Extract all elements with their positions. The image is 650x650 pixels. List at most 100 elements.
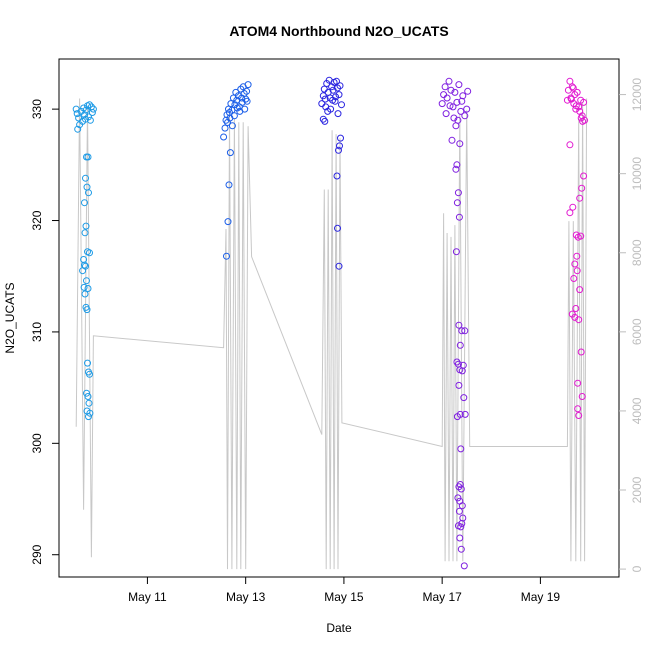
- data-point: [463, 105, 471, 113]
- data-point: [84, 393, 92, 400]
- data-point: [448, 136, 456, 144]
- data-point: [321, 95, 329, 103]
- data-point: [237, 85, 245, 93]
- data-point: [580, 172, 588, 180]
- data-point: [82, 174, 89, 182]
- data-point: [575, 316, 583, 324]
- data-point: [335, 262, 343, 270]
- data-point: [221, 124, 229, 132]
- y2-tick-label: 10000: [630, 157, 644, 191]
- y-tick-label: 310: [30, 322, 44, 342]
- data-point: [441, 83, 449, 91]
- chart-title: ATOM4 Northbound N2O_UCATS: [229, 23, 448, 39]
- data-point: [336, 142, 343, 150]
- data-point: [84, 285, 92, 292]
- data-point: [226, 149, 234, 157]
- data-point: [578, 393, 586, 400]
- data-point: [577, 232, 585, 240]
- series-5: [563, 77, 589, 419]
- data-point: [447, 86, 455, 94]
- data-point: [220, 133, 228, 141]
- data-point: [458, 520, 466, 527]
- data-point: [81, 290, 89, 298]
- y2-tick-label: 6000: [630, 318, 644, 345]
- data-point: [223, 252, 230, 260]
- data-point: [571, 260, 579, 268]
- data-point: [83, 277, 90, 285]
- data-point: [80, 104, 88, 112]
- data-point: [452, 165, 460, 173]
- data-point: [457, 107, 465, 115]
- data-point: [228, 122, 236, 130]
- data-point: [81, 229, 89, 237]
- data-point: [460, 562, 468, 570]
- data-point: [438, 100, 446, 108]
- data-point: [577, 114, 585, 122]
- data-point: [567, 95, 575, 103]
- data-point: [458, 367, 466, 375]
- data-point: [457, 545, 465, 553]
- data-point: [321, 117, 329, 125]
- data-point: [227, 100, 235, 108]
- data-point: [81, 111, 88, 119]
- data-point: [74, 125, 82, 133]
- data-point: [460, 394, 468, 402]
- data-point: [329, 86, 337, 94]
- data-point: [573, 88, 581, 96]
- y2-tick-label: 12000: [630, 78, 644, 112]
- data-point: [86, 409, 94, 417]
- data-point: [86, 101, 93, 109]
- data-point: [449, 103, 457, 111]
- data-point: [442, 110, 450, 118]
- y-axis-label: N2O_UCATS: [3, 282, 17, 353]
- y-tick-label: 300: [30, 433, 44, 453]
- data-point: [327, 105, 335, 113]
- data-point: [84, 359, 91, 367]
- x-axis: May 11 May 13 May 15 May 17 May 19: [128, 577, 560, 604]
- y2-tick-label: 0: [630, 565, 644, 572]
- data-point: [461, 327, 469, 335]
- data-point: [570, 275, 578, 282]
- data-point: [335, 146, 342, 154]
- data-point: [86, 249, 93, 257]
- series-1: [72, 101, 97, 421]
- y-axis-left: 290 300 310 320 330: [30, 99, 59, 565]
- data-point: [86, 116, 94, 124]
- data-point: [452, 248, 460, 256]
- data-point: [455, 81, 463, 89]
- data-point: [89, 105, 97, 113]
- data-point: [456, 481, 464, 488]
- data-point: [82, 115, 89, 123]
- y2-tick-label: 4000: [630, 397, 644, 424]
- data-point: [456, 341, 464, 349]
- data-point: [238, 98, 246, 106]
- series-2: [220, 81, 252, 260]
- secondary-series-line: [75, 98, 588, 570]
- data-point: [84, 153, 92, 161]
- data-point: [244, 81, 252, 89]
- data-point: [334, 110, 342, 118]
- data-point: [332, 93, 340, 101]
- data-point: [225, 181, 233, 189]
- y2-tick-label: 8000: [630, 239, 644, 266]
- plot-frame: [58, 58, 620, 578]
- data-point: [563, 96, 571, 104]
- data-point: [440, 91, 448, 99]
- data-point: [456, 534, 464, 542]
- data-point: [86, 370, 93, 378]
- data-point: [450, 114, 458, 122]
- data-point: [224, 119, 231, 126]
- data-point: [576, 194, 584, 202]
- y2-tick-label: 2000: [630, 476, 644, 503]
- data-point: [573, 267, 581, 275]
- data-point: [230, 112, 238, 120]
- data-point: [333, 77, 340, 85]
- points-layer: [72, 76, 589, 570]
- data-point: [453, 98, 461, 106]
- data-point: [575, 412, 583, 419]
- y-tick-label: 290: [30, 544, 44, 564]
- y-tick-label: 330: [30, 99, 44, 119]
- data-point: [446, 102, 454, 110]
- data-point: [566, 141, 574, 149]
- data-point: [569, 203, 577, 211]
